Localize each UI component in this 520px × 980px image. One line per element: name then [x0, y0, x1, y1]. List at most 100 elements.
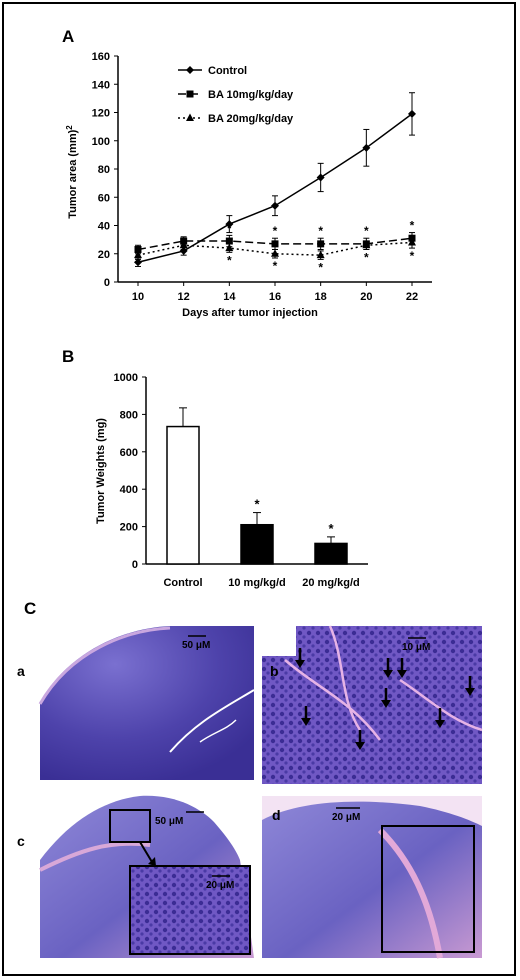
- y-tick-label: 60: [98, 192, 110, 204]
- panel-label-a: A: [62, 27, 74, 46]
- category-label: 20 mg/kg/d: [302, 577, 359, 589]
- x-axis-label: Days after tumor injection: [182, 307, 318, 319]
- significance-star: *: [328, 521, 334, 536]
- y-tick-label: 200: [120, 522, 138, 534]
- significance-star: *: [273, 259, 278, 273]
- marker-square: [225, 237, 233, 245]
- legend-label: BA 20mg/kg/day: [208, 113, 294, 125]
- marker-diamond: [316, 173, 325, 182]
- x-tick-label: 20: [360, 291, 372, 303]
- micrograph-label: d: [272, 807, 281, 823]
- panel-label-b: B: [62, 347, 74, 366]
- x-tick-label: 14: [223, 291, 236, 303]
- inset: [129, 865, 251, 955]
- x-tick-label: 16: [269, 291, 281, 303]
- zoom-arrow: [139, 841, 153, 863]
- marker-diamond: [225, 220, 234, 229]
- panel-label-c: C: [24, 599, 36, 618]
- y-tick-label: 40: [98, 221, 110, 233]
- micrograph-a: 50 μM a: [17, 626, 255, 780]
- y-tick-label: 100: [92, 136, 110, 148]
- marker-triangle: [316, 250, 325, 259]
- marker-triangle: [362, 240, 371, 249]
- y-tick-label: 600: [120, 447, 138, 459]
- scale-label: 50 μM: [155, 816, 183, 827]
- micrograph-label: c: [17, 833, 25, 849]
- bar: [240, 523, 274, 565]
- highlight-box: [381, 825, 475, 953]
- y-tick-label: 80: [98, 164, 110, 176]
- zoom-box: [109, 809, 151, 843]
- marker-square: [317, 240, 325, 248]
- y-tick-label: 0: [104, 277, 110, 289]
- marker-diamond: [186, 66, 194, 74]
- significance-star: *: [364, 251, 369, 265]
- marker-diamond: [179, 246, 188, 255]
- marker-square: [186, 90, 194, 98]
- y-tick-label: 800: [120, 409, 138, 421]
- scale-label: 10 μM: [402, 642, 430, 653]
- significance-star: *: [410, 219, 415, 233]
- marker-diamond: [134, 258, 142, 267]
- bar: [314, 542, 348, 565]
- significance-star: *: [318, 260, 323, 274]
- x-tick-label: 18: [315, 291, 327, 303]
- arrowhead-icon: [355, 742, 365, 750]
- marker-triangle: [408, 237, 416, 246]
- x-tick-label: 22: [406, 291, 418, 303]
- y-axis-label: Tumor Weights (mg): [95, 418, 107, 524]
- marker-triangle: [225, 243, 234, 252]
- marker-triangle: [134, 250, 142, 259]
- arrowhead-icon: [301, 718, 311, 726]
- y-tick-label: 400: [120, 484, 138, 496]
- micrograph-c: 50 μM 20 μM c: [17, 795, 254, 958]
- significance-star: *: [318, 224, 323, 238]
- micrograph-label: b: [270, 663, 279, 679]
- arrowhead-icon: [381, 700, 391, 708]
- y-tick-label: 1000: [114, 372, 138, 384]
- micrograph-label: a: [17, 663, 25, 679]
- marker-square: [271, 240, 279, 248]
- category-label: 10 mg/kg/d: [228, 577, 285, 589]
- y-tick-label: 20: [98, 249, 110, 261]
- arrowhead-icon: [397, 670, 407, 678]
- marker-diamond: [362, 143, 371, 152]
- marker-diamond: [271, 201, 279, 210]
- marker-triangle: [271, 249, 279, 257]
- y-tick-label: 160: [92, 51, 110, 63]
- arrowhead-icon: [295, 660, 305, 668]
- legend-label: Control: [208, 65, 247, 77]
- bar-chart: Tumor Weights (mg) 0 200 400 600 800 1000 Cont…: [95, 372, 368, 589]
- arrow-markers: [295, 648, 475, 750]
- bar: [166, 425, 200, 565]
- micrograph-d: 20 μM d: [262, 796, 482, 959]
- x-tick-label: 12: [178, 291, 190, 303]
- marker-square: [134, 246, 142, 254]
- arrowhead-icon: [383, 670, 393, 678]
- zoom-arrowhead: [148, 857, 156, 866]
- scale-label: 50 μM: [182, 640, 210, 651]
- line-chart: Tumor area (mm)2 Days after tumor inject…: [65, 51, 432, 319]
- significance-star: *: [254, 497, 260, 512]
- y-tick-label: 140: [92, 79, 110, 91]
- category-label: Control: [163, 577, 202, 589]
- legend-label: BA 10mg/kg/day: [208, 89, 294, 101]
- scale-label: 20 μM: [332, 812, 360, 823]
- marker-diamond: [408, 109, 416, 118]
- marker-triangle: [179, 240, 188, 249]
- inset-scale-label: 20 μM: [206, 880, 234, 891]
- series-ba-20mg-kg-day: [134, 236, 416, 260]
- significance-star: *: [273, 224, 278, 238]
- series-control: [134, 92, 416, 267]
- arrowhead-icon: [465, 688, 475, 696]
- y-tick-label: 120: [92, 108, 110, 120]
- significance-star: *: [227, 253, 232, 267]
- x-tick-label: 10: [132, 291, 144, 303]
- significance-star: *: [410, 249, 415, 263]
- significance-star: *: [364, 224, 369, 238]
- significance-star: *: [227, 221, 232, 235]
- micrograph-b: 10 μM b: [262, 625, 483, 784]
- y-axis-label: Tumor area (mm)2: [65, 125, 79, 219]
- y-tick-label: 0: [132, 559, 138, 571]
